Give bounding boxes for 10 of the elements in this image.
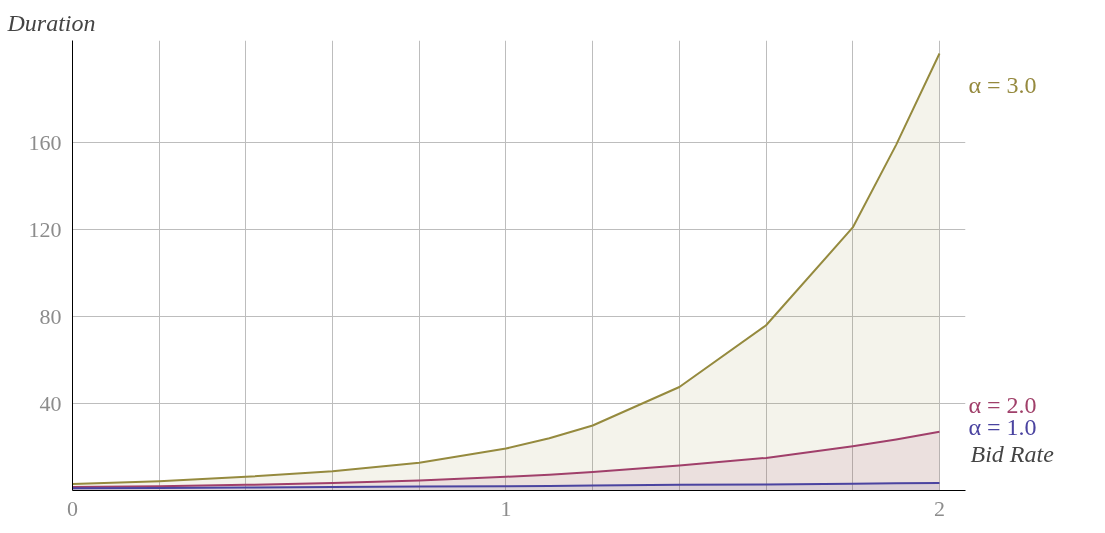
x-tick-label: 2 xyxy=(933,495,945,521)
y-tick-label: 80 xyxy=(39,303,62,329)
y-axis-title: Duration xyxy=(6,9,96,36)
y-tick-label: 120 xyxy=(28,216,62,242)
y-tick-label: 160 xyxy=(28,129,62,155)
x-axis-title: Bid Rate xyxy=(970,441,1055,468)
series-label: α = 3.0 xyxy=(968,72,1037,99)
x-tick-label: 0 xyxy=(67,495,78,521)
x-tick-label: 1 xyxy=(500,495,512,521)
y-tick-label: 40 xyxy=(39,390,62,416)
